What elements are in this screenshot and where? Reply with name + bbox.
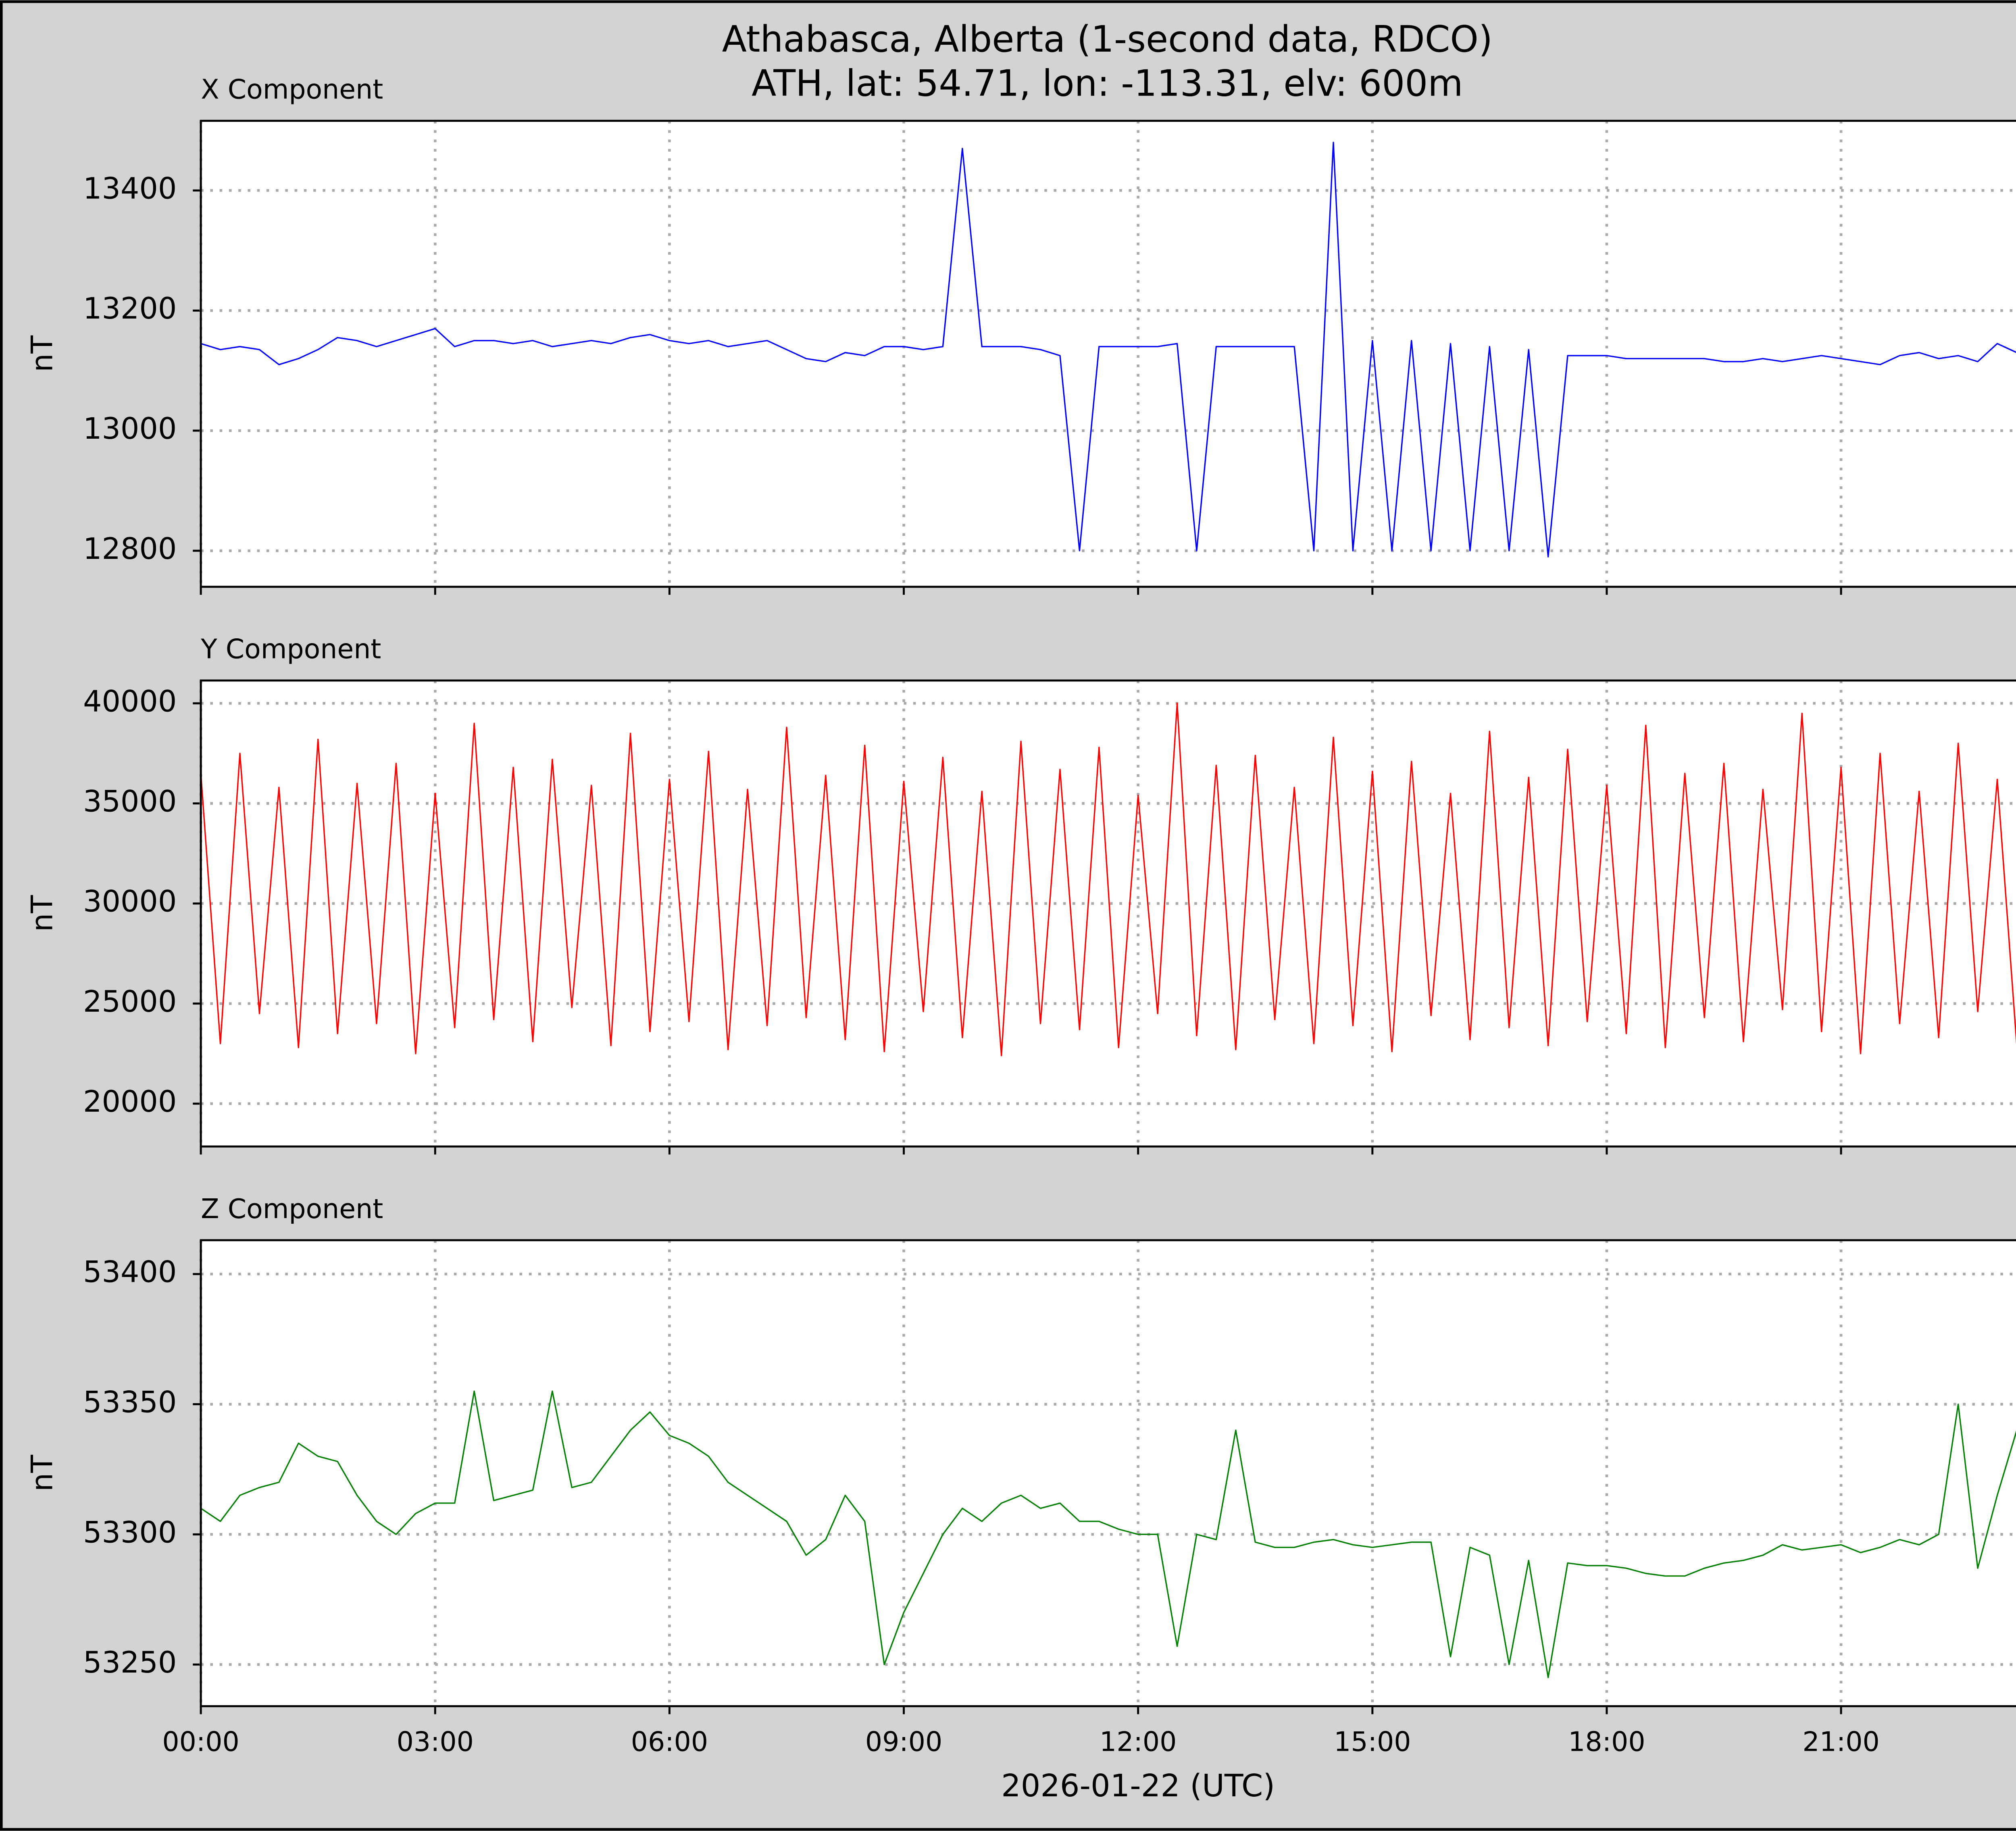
subplot-title: X Component [201, 74, 383, 105]
plot-frame [200, 1239, 2016, 1707]
plot-area [201, 1240, 2016, 1706]
data-line [201, 1390, 2016, 1679]
x-tick-label: 06:00 [631, 1726, 708, 1757]
plot-frame [200, 120, 2016, 588]
data-line [201, 142, 2016, 558]
y-axis-label: nT [25, 895, 60, 932]
x-tick-label: 15:00 [1334, 1726, 1411, 1757]
x-tick-label: 03:00 [397, 1726, 474, 1757]
y-tick-label: 25000 [83, 985, 177, 1019]
subplot-title: Z Component [201, 1193, 383, 1225]
y-tick-label: 12800 [83, 532, 177, 566]
figure-subtitle: ATH, lat: 54.71, lon: -113.31, elv: 600m [752, 63, 1463, 105]
subplot-title: Y Component [200, 633, 381, 665]
x-tick-label: 12:00 [1100, 1726, 1177, 1757]
y-tick-label: 13400 [83, 171, 177, 206]
y-tick-label: 40000 [83, 684, 177, 719]
y-tick-label: 20000 [83, 1085, 177, 1119]
figure-title: Athabasca, Alberta (1-second data, RDCO) [722, 19, 1493, 60]
y-tick-label: 30000 [83, 885, 177, 919]
plot-area [201, 680, 2016, 1147]
y-tick-label: 13200 [83, 292, 177, 326]
y-tick-label: 35000 [83, 785, 177, 819]
y-tick-label: 53300 [83, 1515, 177, 1550]
plot-frame [200, 679, 2016, 1148]
y-tick-label: 53350 [83, 1385, 177, 1420]
x-axis-label: 2026-01-22 (UTC) [1001, 1768, 1275, 1804]
data-line [201, 702, 2016, 1056]
y-tick-label: 13000 [83, 412, 177, 446]
y-axis-label: nT [25, 1455, 60, 1491]
plot-area [201, 121, 2016, 587]
x-tick-label: 18:00 [1568, 1726, 1645, 1757]
y-tick-label: 53250 [83, 1646, 177, 1680]
y-axis-label: nT [25, 335, 60, 372]
y-tick-label: 53400 [83, 1255, 177, 1289]
x-tick-label: 21:00 [1802, 1726, 1879, 1757]
x-tick-label: 00:00 [162, 1726, 239, 1757]
x-tick-label: 09:00 [865, 1726, 942, 1757]
